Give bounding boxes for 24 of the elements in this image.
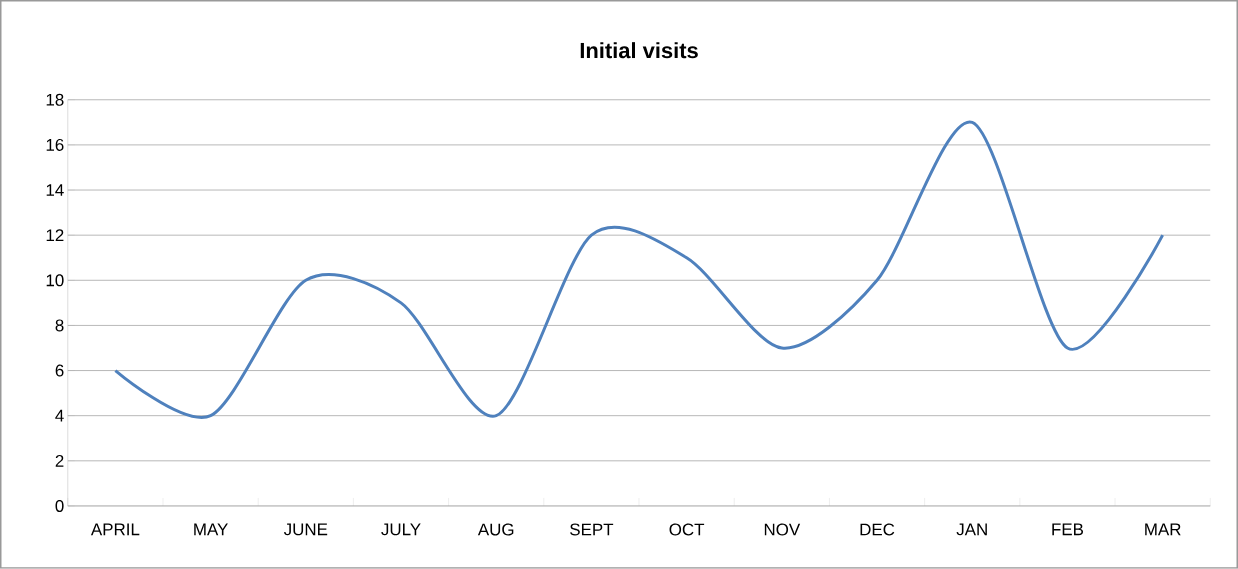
x-tick-label: MAY	[194, 523, 228, 536]
y-tick-label: 18	[46, 93, 64, 106]
y-tick-label: 0	[55, 500, 64, 513]
x-tick-label: MAR	[1145, 523, 1181, 536]
x-tick-label: JULY	[381, 523, 421, 536]
x-tick-label: APRIL	[90, 523, 140, 536]
line-series	[113, 120, 1165, 418]
x-tick-label: FEB	[1052, 523, 1084, 536]
y-tick-label: 12	[46, 229, 64, 242]
y-tick-label: 14	[46, 184, 64, 196]
x-tick-label: OCT	[669, 523, 705, 536]
x-tick-label: JAN	[956, 523, 987, 536]
y-tick-label: 2	[55, 455, 64, 467]
y-tick-label: 16	[46, 139, 64, 152]
x-tick-label: AUG	[477, 523, 514, 536]
x-tick-label: NOV	[764, 523, 801, 536]
y-tick-label: 10	[46, 274, 64, 287]
y-tick-label: 8	[55, 319, 64, 332]
y-tick-label: 4	[55, 409, 64, 422]
chart-title: Initial visits	[580, 42, 698, 59]
y-tick-label: 6	[55, 364, 64, 377]
x-tick-label: JUNE	[283, 523, 328, 536]
x-tick-label: DEC	[860, 523, 895, 536]
x-tick-label: SEPT	[570, 523, 614, 536]
